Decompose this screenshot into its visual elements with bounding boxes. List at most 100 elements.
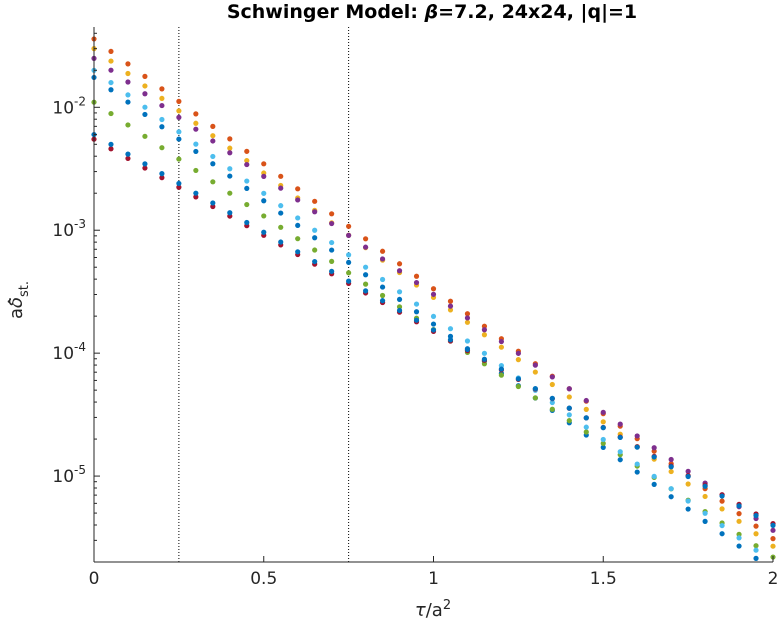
data-point [481,350,488,356]
data-point [363,236,369,242]
data-point [108,110,114,117]
data-point [515,383,521,390]
data-point [702,483,708,489]
data-point [651,445,657,451]
data-point [244,185,250,192]
data-point [464,311,471,317]
data-point [532,385,538,392]
data-point [379,298,386,304]
x-tick-label: 0 [89,569,100,589]
data-point [736,543,742,549]
data-point [600,409,606,415]
data-point [125,92,131,98]
data-point [481,332,488,338]
data-point [736,503,742,509]
data-point [753,555,759,561]
data-point [583,429,589,435]
data-point [668,494,674,500]
data-point [142,111,148,118]
data-point [176,156,182,162]
y-label-a: a [6,308,27,319]
data-point [159,116,165,123]
data-point [329,239,335,246]
data-point [549,399,555,406]
data-point [193,111,199,117]
data-point [464,315,471,321]
data-point [227,136,233,142]
x-axis-label: τ/a2 [415,598,451,621]
data-point [430,327,437,333]
data-point [108,146,114,152]
data-point [159,95,165,102]
data-point [142,161,148,167]
data-point [736,535,742,541]
data-point [685,506,691,512]
data-point [193,126,199,132]
data-point [515,350,521,356]
data-point [447,298,454,304]
data-point [447,303,454,309]
data-point [498,372,504,378]
data-point [227,145,233,151]
data-point [312,258,318,265]
data-point [447,307,454,313]
data-point [193,120,199,126]
y-label-subscript: st. [17,281,32,297]
data-point [346,232,352,238]
data-point [261,161,267,167]
data-point [719,506,725,512]
data-point [278,210,284,216]
data-point [736,518,742,524]
data-point [278,203,284,209]
data-point [295,249,301,255]
data-point [413,317,420,323]
y-tick-base: 10 [52,98,74,118]
data-point [396,296,403,303]
data-point [312,209,318,215]
data-point [481,356,488,362]
y-tick-base: 10 [52,467,74,487]
data-point [566,405,572,411]
data-point [329,268,335,274]
data-point [244,157,250,164]
data-point [261,190,267,196]
data-point [108,58,114,64]
data-point [685,468,691,474]
data-point [329,247,335,253]
data-point [346,252,352,258]
y-label-delta: δ [6,297,27,308]
data-point [430,291,437,297]
data-point [532,369,538,375]
data-point [447,337,454,343]
data-point [193,167,199,174]
data-point [430,286,437,292]
y-tick-label: 10-2 [52,94,86,118]
chart-title: Schwinger Model: β=7.2, 24x24, |q|=1 [227,1,637,23]
data-point [142,104,148,110]
data-point [159,175,165,181]
x-tick-label: 0.5 [250,569,277,589]
data-point [295,197,301,203]
data-point [244,178,250,184]
data-point [312,247,318,253]
data-point [159,86,165,92]
data-point [600,419,606,425]
y-tick-base: 10 [52,221,74,241]
data-point [278,173,284,179]
data-point [346,223,352,229]
data-point [346,259,352,266]
x-tick-label: 1 [428,569,439,589]
data-point [363,281,369,287]
data-point [227,210,233,216]
data-point [329,258,335,265]
y-tick-exponent: -2 [74,94,86,108]
data-point [634,461,640,467]
data-point [566,386,572,392]
data-point [379,256,386,262]
y-tick-label: 10-5 [52,463,86,487]
data-point [600,425,606,431]
data-point [261,198,267,204]
data-point [379,248,386,254]
data-point [261,173,267,179]
